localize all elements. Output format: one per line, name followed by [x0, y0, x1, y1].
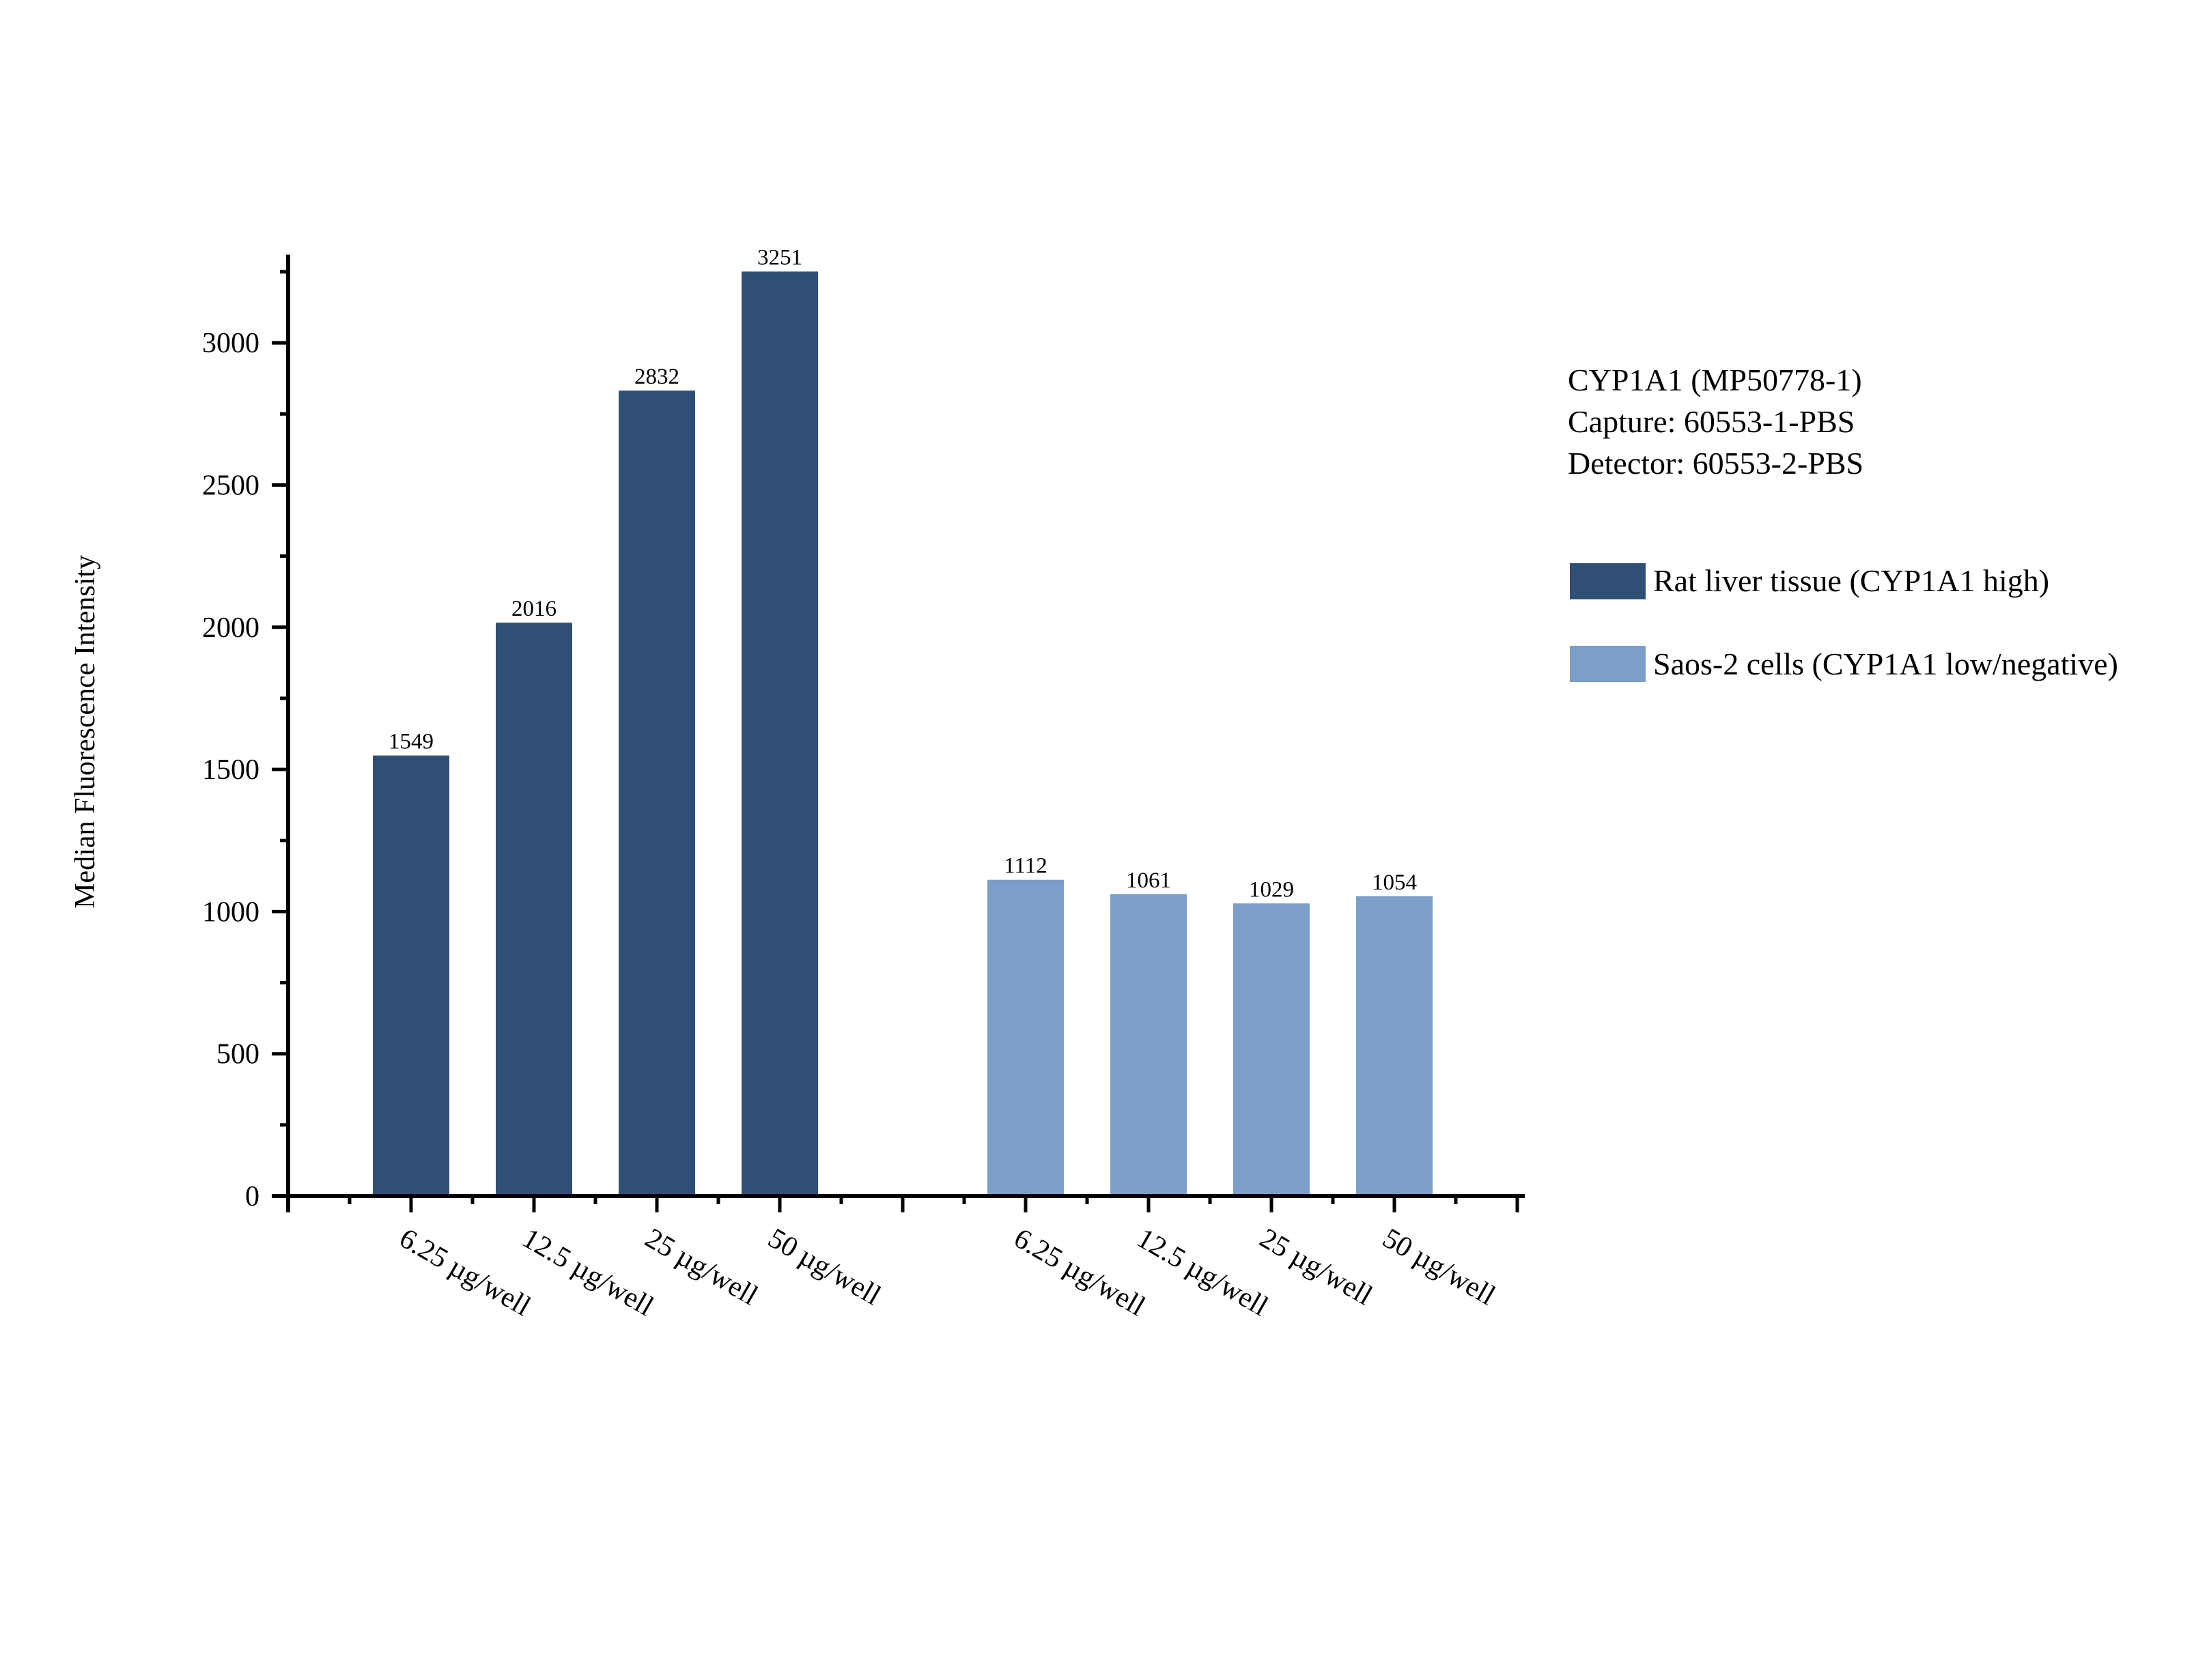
- y-tick-label: 0: [245, 1181, 259, 1212]
- bar-value-label: 1029: [1249, 877, 1294, 902]
- bar-saos2-3: [1356, 896, 1433, 1196]
- legend-swatch-rat-liver: [1570, 563, 1646, 599]
- legend-info-line-3: Detector: 60553-2-PBS: [1568, 446, 1863, 481]
- bar-value-label: 2832: [634, 365, 679, 389]
- bar-rat-liver-0: [373, 755, 449, 1196]
- x-tick-label: 6.25 µg/well: [1009, 1223, 1151, 1322]
- y-tick-label: 1500: [202, 754, 259, 786]
- bar-saos2-1: [1110, 894, 1187, 1196]
- y-axis-title: Median Fluorescence Intensity: [70, 555, 101, 909]
- x-tick-label: 6.25 µg/well: [394, 1223, 536, 1322]
- y-tick-label: 2000: [202, 612, 259, 644]
- bar-value-label: 2016: [511, 597, 557, 621]
- bars-layer: [373, 271, 1433, 1197]
- x-tick-label: 25 µg/well: [640, 1223, 763, 1312]
- bar-value-labels: 1549 2016 2832 3251 1112 1061 1029 1054: [389, 246, 1417, 902]
- bar-value-label: 1112: [1004, 854, 1047, 879]
- bar-value-label: 1549: [389, 730, 434, 754]
- y-tick-label: 1000: [202, 896, 259, 928]
- x-tick-label: 12.5 µg/well: [1131, 1223, 1273, 1322]
- y-axis-ticks: 0 500 1000 1500 2000 2500 3000: [202, 270, 288, 1212]
- bar-saos2-0: [987, 879, 1064, 1196]
- y-tick-label: 3000: [202, 328, 259, 359]
- legend-info-line-2: Capture: 60553-1-PBS: [1568, 404, 1855, 439]
- x-tick-label: 25 µg/well: [1254, 1223, 1377, 1312]
- legend-swatch-saos2: [1570, 646, 1646, 682]
- axes: [272, 255, 1525, 1212]
- x-tick-label: 12.5 µg/well: [517, 1223, 659, 1322]
- bar-value-label: 3251: [757, 246, 802, 270]
- y-tick-label: 2500: [202, 470, 259, 502]
- y-tick-label: 500: [216, 1039, 259, 1070]
- legend-label-saos2: Saos-2 cells (CYP1A1 low/negative): [1653, 646, 2118, 681]
- bar-value-label: 1054: [1372, 870, 1417, 895]
- legend-info-line-1: CYP1A1 (MP50778-1): [1568, 362, 1862, 397]
- bar-rat-liver-3: [742, 271, 818, 1196]
- bar-saos2-2: [1233, 903, 1310, 1196]
- bar-value-label: 1061: [1126, 868, 1171, 893]
- bar-rat-liver-1: [496, 623, 572, 1196]
- legend-label-rat-liver: Rat liver tissue (CYP1A1 high): [1653, 563, 2049, 598]
- legend: CYP1A1 (MP50778-1) Capture: 60553-1-PBS …: [1568, 362, 2118, 682]
- x-tick-label: 50 µg/well: [763, 1223, 886, 1312]
- x-tick-label: 50 µg/well: [1377, 1223, 1500, 1312]
- bar-rat-liver-2: [619, 390, 695, 1197]
